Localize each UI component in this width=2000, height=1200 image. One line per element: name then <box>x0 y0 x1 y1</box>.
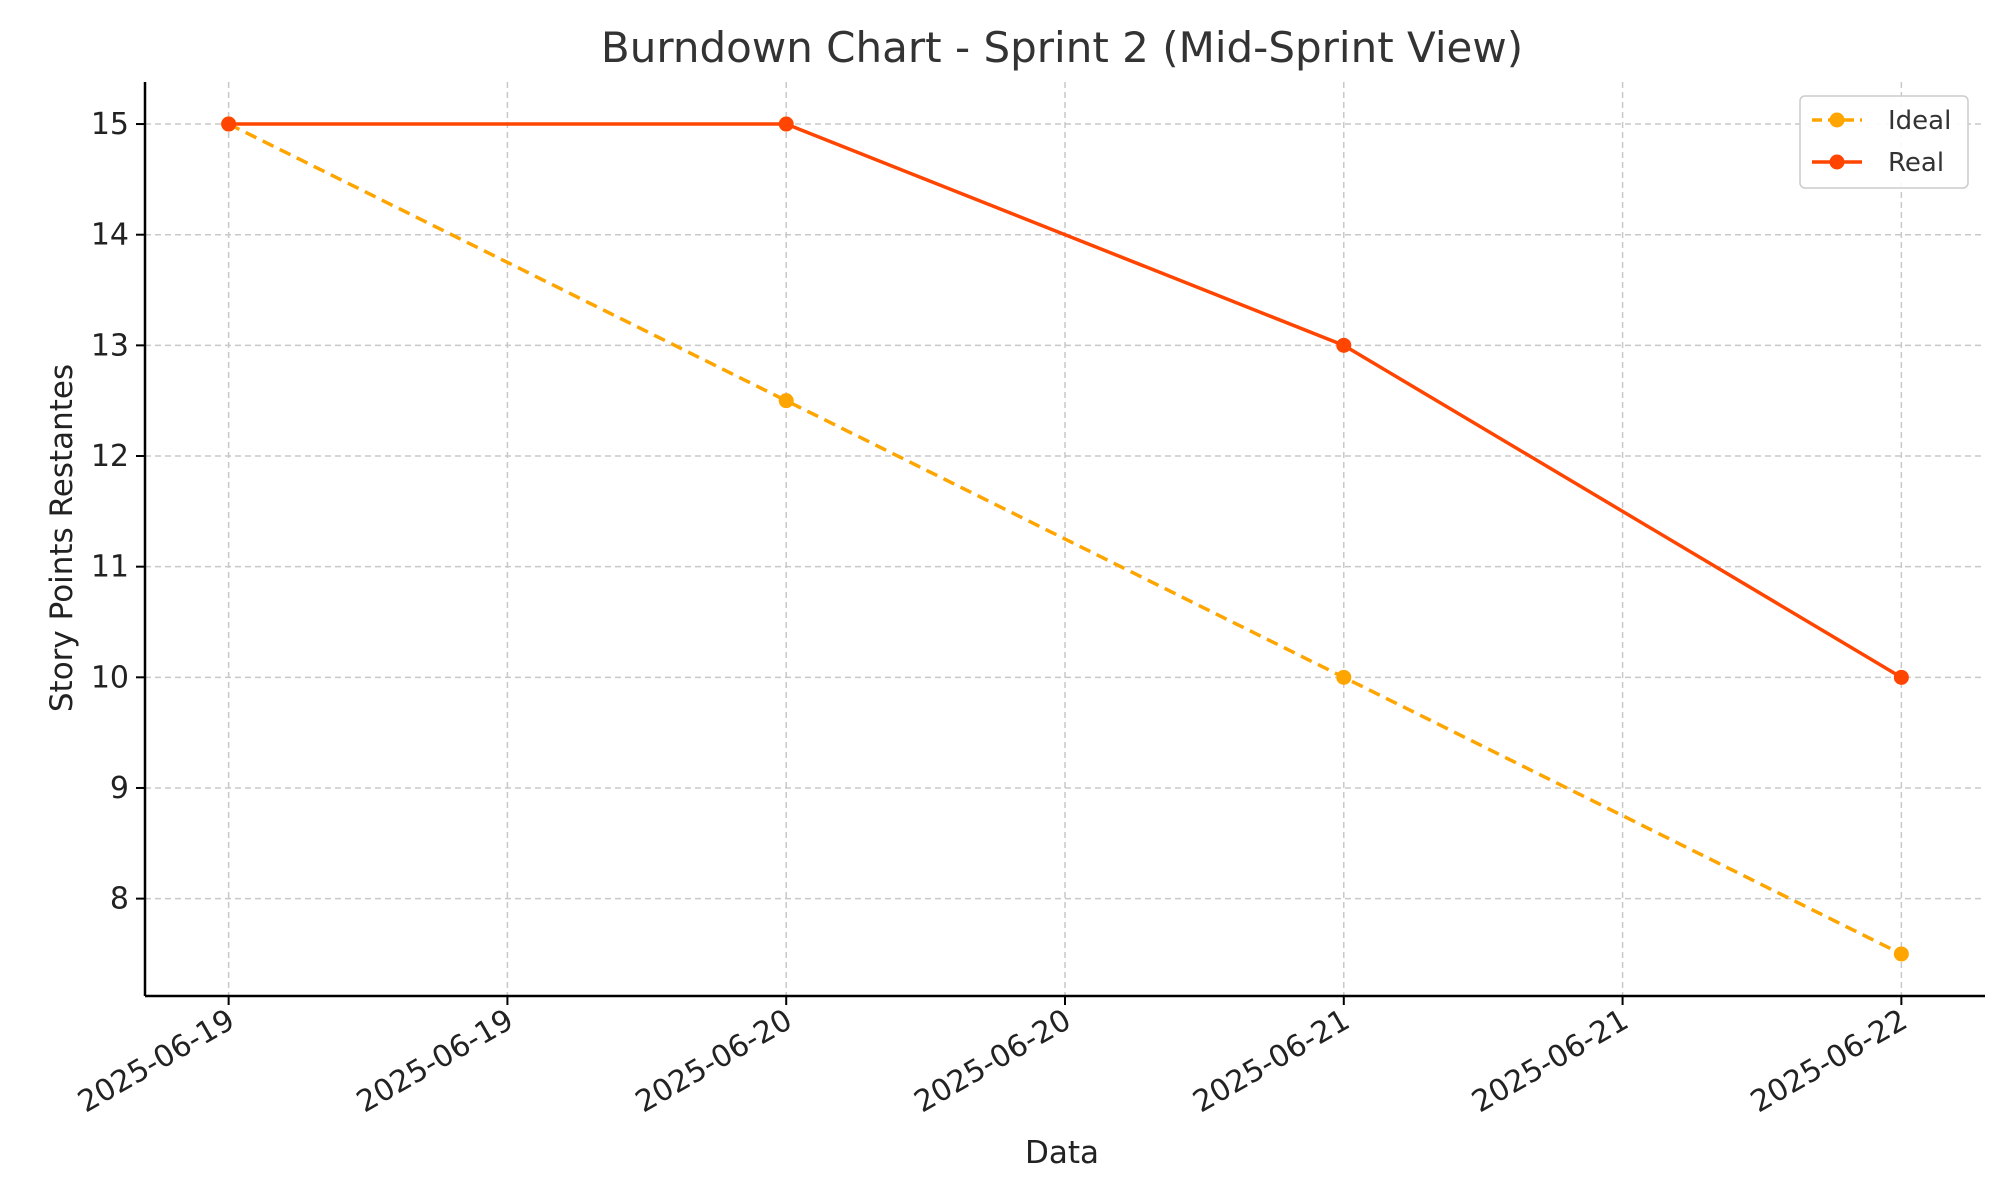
data-point-ideal <box>1893 946 1909 962</box>
y-axis-label: Story Points Restantes <box>44 364 80 712</box>
legend-label-real: Real <box>1888 148 1944 178</box>
data-point-real <box>1893 669 1909 685</box>
x-tick-label: 2025-06-20 <box>909 1003 1077 1120</box>
y-tick-label: 12 <box>91 439 129 474</box>
x-axis-label: Data <box>1025 1135 1099 1171</box>
x-tick-label: 2025-06-21 <box>1466 1003 1634 1120</box>
y-tick-label: 14 <box>91 218 129 253</box>
x-axis-ticks: 2025-06-19 2025-06-19 2025-06-20 2025-06-20… <box>72 996 1913 1120</box>
data-point-ideal <box>1336 669 1352 685</box>
y-tick-label: 13 <box>91 328 129 363</box>
data-point-real <box>1336 337 1352 353</box>
data-point-ideal <box>778 393 794 409</box>
y-tick-label: 11 <box>91 550 129 585</box>
y-tick-label: 8 <box>110 882 129 917</box>
y-tick-label: 10 <box>91 660 129 695</box>
data-point-real <box>221 116 237 132</box>
x-tick-label: 2025-06-22 <box>1745 1003 1913 1120</box>
data-point-real <box>778 116 794 132</box>
y-tick-label: 9 <box>110 771 129 806</box>
legend-label-ideal: Ideal <box>1888 106 1951 136</box>
series-line-ideal <box>227 122 1903 956</box>
chart-title: Burndown Chart - Sprint 2 (Mid-Sprint Vi… <box>601 23 1523 72</box>
legend-marker-real <box>1829 154 1845 170</box>
y-axis-ticks: 8 9 10 11 12 13 14 15 <box>91 107 145 917</box>
x-tick-label: 2025-06-21 <box>1187 1003 1355 1120</box>
legend-marker-ideal <box>1829 112 1845 128</box>
y-tick-label: 15 <box>91 107 129 142</box>
legend: Ideal Real <box>1799 95 1969 189</box>
series-layer <box>221 116 1909 962</box>
series-line-real <box>228 122 1903 679</box>
x-tick-label: 2025-06-20 <box>630 1003 798 1120</box>
x-tick-label: 2025-06-19 <box>72 1003 240 1120</box>
x-tick-label: 2025-06-19 <box>351 1003 519 1120</box>
